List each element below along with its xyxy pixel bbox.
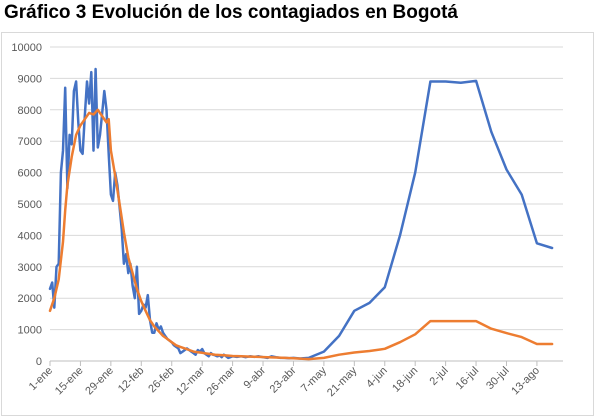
y-tick-label: 9000	[18, 73, 42, 85]
x-tick-label: 12-feb	[116, 365, 147, 396]
series-line-1	[48, 67, 554, 360]
y-tick-label: 8000	[18, 105, 42, 117]
x-tick-label: 4-jun	[364, 365, 390, 391]
x-tick-label: 29-ene	[83, 365, 116, 398]
x-tick-label: 13-ago	[509, 365, 542, 398]
y-axis-ticks: 0 1000 2000 3000 4000 5000 6000 7000 8000 9000 100…	[11, 42, 42, 368]
y-tick-label: 1000	[18, 325, 42, 337]
x-tick-label: 23-abr	[268, 364, 299, 395]
x-tick-label: 2-jul	[428, 365, 451, 388]
chart-area	[1, 32, 594, 416]
series-group	[48, 67, 554, 361]
x-tick-label: 26-feb	[146, 365, 177, 396]
x-tick-label: 18-jun	[390, 365, 420, 395]
chart-title: Gráfico 3 Evolución de los contagiados e…	[4, 2, 458, 23]
x-tick-label: 15-ene	[53, 365, 86, 398]
x-tick-label: 16-jul	[454, 365, 482, 393]
x-tick-label: 21-may	[325, 364, 360, 399]
y-tick-label: 3000	[18, 262, 42, 274]
x-tick-label: 1-ene	[27, 365, 55, 393]
y-tick-label: 2000	[18, 293, 42, 305]
x-tick-label: 9-abr	[241, 364, 268, 391]
x-tick-label: 26-mar	[205, 364, 238, 397]
gridlines	[50, 46, 563, 331]
y-tick-label: 6000	[18, 168, 42, 180]
series-line-2	[48, 108, 554, 361]
y-tick-label: 0	[36, 356, 42, 368]
y-tick-label: 5000	[18, 199, 42, 211]
x-tick-label: 12-mar	[174, 364, 207, 397]
y-tick-label: 10000	[11, 42, 42, 54]
y-tick-label: 4000	[18, 230, 42, 242]
y-tick-label: 7000	[18, 136, 42, 148]
x-tick-label: 30-jul	[484, 365, 512, 393]
